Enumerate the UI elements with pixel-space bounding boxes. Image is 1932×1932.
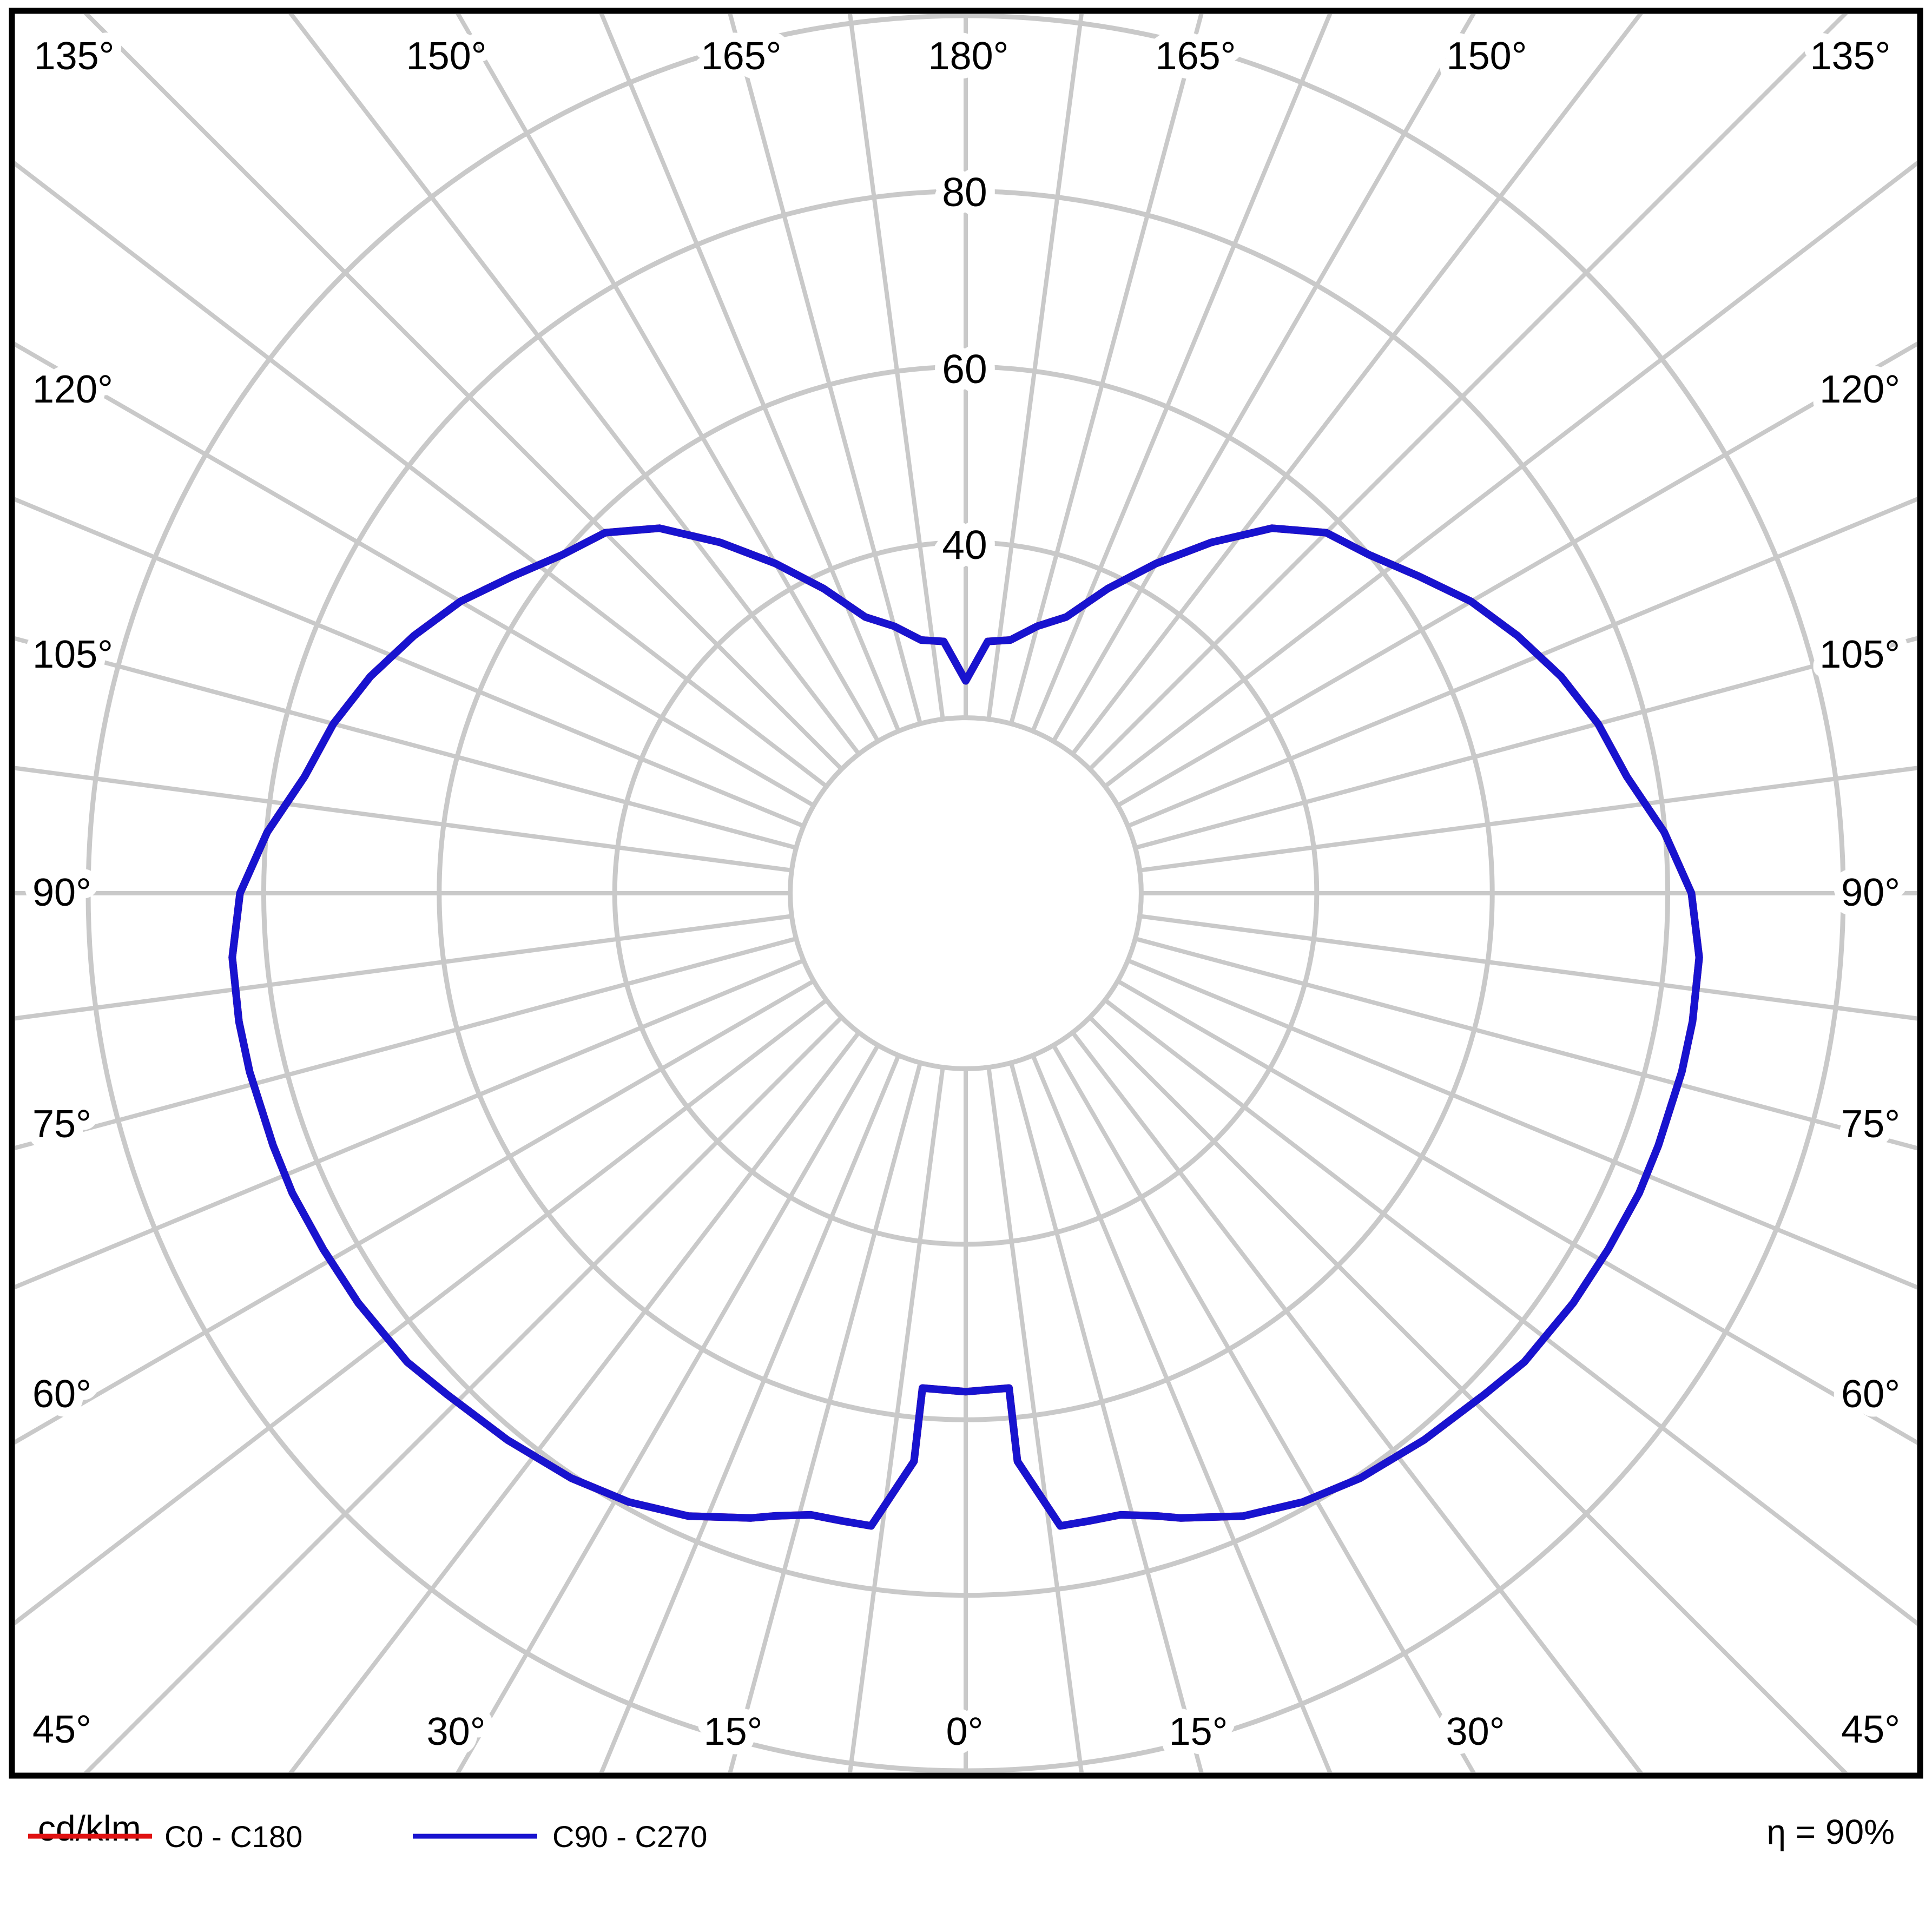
grid-spoke — [1088, 14, 1848, 771]
angle-label-right-0: 120° — [1819, 368, 1900, 411]
angle-label-left-3: 75° — [32, 1103, 91, 1146]
efficiency-label: η = 90% — [1766, 1812, 1895, 1851]
grid-spoke — [15, 979, 815, 1445]
grid-spoke — [1135, 937, 1917, 1151]
angle-label-right-3: 75° — [1841, 1103, 1900, 1146]
grid-spoke — [1009, 1062, 1204, 1772]
grid-spoke — [15, 937, 797, 1150]
ring-label-80: 80 — [942, 169, 987, 215]
grid-spoke — [15, 914, 792, 1021]
grid-spoke — [15, 341, 815, 808]
grid-spoke — [848, 1067, 945, 1772]
grid-spoke — [599, 14, 901, 732]
grid-spoke — [456, 14, 880, 743]
angle-label-bottom-2: 0° — [946, 1710, 984, 1753]
grid-spoke — [83, 1016, 843, 1772]
grid-spoke — [1127, 497, 1917, 828]
grid-ring-20 — [788, 715, 1144, 1071]
grid-ring-80 — [261, 188, 1671, 1598]
grid-spoke — [1051, 14, 1476, 743]
grid-spoke — [15, 998, 828, 1626]
legend: C0 - C180 C90 - C270 — [28, 1819, 707, 1854]
curve-c90-c270 — [228, 524, 1703, 1530]
angle-label-left-0: 120° — [32, 368, 113, 411]
grid-spoke — [1051, 1044, 1476, 1772]
angle-label-left-5: 45° — [32, 1708, 91, 1751]
grid-spoke — [15, 161, 828, 788]
legend-label-c90-c270: C90 - C270 — [552, 1819, 707, 1854]
legend-item-c90: C90 - C270 — [413, 1819, 707, 1854]
angle-label-top-6: 135° — [1810, 35, 1891, 78]
angle-label-top-5: 150° — [1447, 35, 1527, 78]
angle-label-top-3: 180° — [928, 35, 1009, 78]
angle-label-right-4: 60° — [1841, 1373, 1900, 1416]
ring-label-60: 60 — [942, 346, 987, 392]
grid-ring-40 — [612, 539, 1320, 1247]
angle-label-top-4: 165° — [1156, 35, 1236, 78]
angle-label-left-2: 90° — [32, 871, 91, 914]
legend-label-c0-c180: C0 - C180 — [164, 1819, 302, 1854]
axis-labels: 135° 150° 165° 180° 165° 150° 135° 120° 105° 90° 7… — [23, 25, 1909, 1763]
grid-spoke — [1103, 998, 1917, 1626]
grid-spoke — [1009, 14, 1204, 724]
angle-label-bottom-1: 15° — [704, 1710, 763, 1753]
grid-spoke — [15, 766, 792, 873]
grid-spoke — [456, 1044, 880, 1772]
angle-label-top-1: 150° — [406, 35, 487, 78]
grid-spoke — [1031, 14, 1333, 732]
grid-spoke — [1071, 1031, 1643, 1772]
angle-label-right-5: 45° — [1841, 1708, 1900, 1751]
grid-spoke — [1127, 958, 1917, 1290]
ring-label-40: 40 — [942, 522, 987, 568]
angle-label-top-2: 165° — [701, 35, 782, 78]
grid-spoke — [15, 497, 805, 828]
grid-spoke — [599, 1054, 901, 1772]
angle-label-bottom-4: 30° — [1446, 1710, 1505, 1753]
grid-spoke — [288, 14, 861, 756]
angle-label-top-0: 135° — [34, 35, 115, 78]
angle-label-left-4: 60° — [32, 1373, 91, 1416]
angle-label-left-1: 105° — [32, 633, 113, 676]
grid-spoke — [848, 14, 945, 720]
grid-spoke — [1135, 636, 1917, 850]
grid-spoke — [1116, 979, 1917, 1445]
grid-spoke — [83, 14, 843, 771]
angle-label-bottom-3: 15° — [1169, 1710, 1228, 1753]
angle-label-bottom-0: 30° — [427, 1710, 486, 1753]
grid-spoke — [986, 14, 1084, 720]
grid-spoke — [1139, 766, 1917, 873]
grid-spoke — [15, 636, 797, 850]
grid-ring-100 — [85, 14, 1846, 1772]
grid-spoke — [986, 1067, 1084, 1772]
grid-spoke — [1031, 1054, 1333, 1772]
angle-label-right-1: 105° — [1819, 633, 1900, 676]
grid-spoke — [1103, 160, 1917, 788]
grid-spoke — [1071, 14, 1643, 756]
distribution-curves — [228, 524, 1703, 1530]
unit-label: cd/klm — [38, 1808, 141, 1848]
grid-spoke — [288, 1031, 861, 1772]
grid-spoke — [728, 14, 922, 724]
grid-spoke — [728, 1062, 922, 1772]
grid-spoke — [1116, 341, 1917, 808]
grid-spoke — [1139, 914, 1917, 1021]
grid-ring-60 — [437, 364, 1495, 1422]
chart-frame — [9, 8, 1923, 1779]
grid-spoke — [15, 958, 805, 1290]
grid-spoke — [1088, 1016, 1848, 1772]
angle-label-right-2: 90° — [1841, 871, 1900, 914]
legend-item-c0: C0 - C180 — [28, 1819, 302, 1854]
